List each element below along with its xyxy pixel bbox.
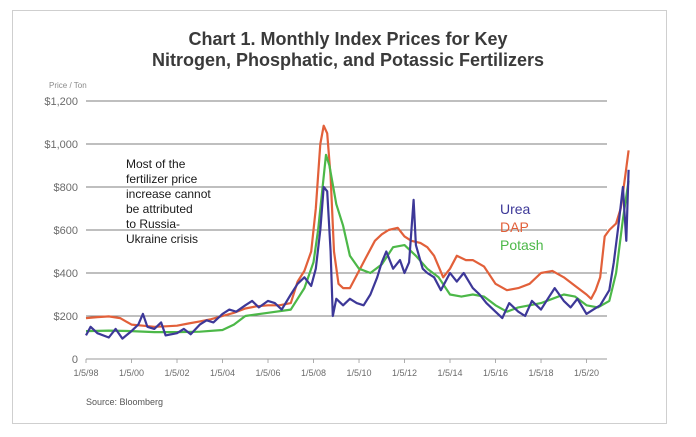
x-tick-label: 1/5/10 bbox=[346, 368, 371, 378]
legend-dap: DAP bbox=[500, 219, 529, 235]
y-tick-label: $1,200 bbox=[44, 96, 78, 108]
x-tick-label: 1/5/02 bbox=[164, 368, 189, 378]
annotation-line-6: Ukraine crisis bbox=[126, 232, 198, 246]
x-tick-label: 1/5/98 bbox=[73, 368, 98, 378]
x-tick-label: 1/5/04 bbox=[210, 368, 235, 378]
y-axis-label: Price / Ton bbox=[49, 81, 87, 90]
x-tick-label: 1/5/20 bbox=[574, 368, 599, 378]
legend: Urea DAP Potash bbox=[500, 201, 544, 253]
legend-potash: Potash bbox=[500, 237, 544, 253]
x-tick-label: 1/5/12 bbox=[392, 368, 417, 378]
annotation-line-3: increase cannot bbox=[126, 187, 211, 201]
y-tick-label: $1,000 bbox=[44, 139, 78, 151]
y-tick-label: $200 bbox=[54, 311, 78, 323]
x-tick-label: 1/5/00 bbox=[119, 368, 144, 378]
chart-title-line-1: Chart 1. Monthly Index Prices for Key bbox=[188, 29, 507, 49]
annotation-text: Most of the fertilizer price increase ca… bbox=[126, 157, 211, 246]
annotation-line-5: to Russia- bbox=[126, 217, 180, 231]
x-axis-ticks: 1/5/98 1/5/00 1/5/02 1/5/04 1/5/06 1/5/08 1/5/… bbox=[73, 359, 599, 378]
grid-lines bbox=[86, 100, 607, 360]
series-lines bbox=[85, 124, 630, 340]
y-tick-label: $600 bbox=[54, 225, 78, 237]
x-tick-label: 1/5/06 bbox=[255, 368, 280, 378]
chart-title-line-2: Nitrogen, Phosphatic, and Potassic Ferti… bbox=[152, 50, 544, 70]
series-urea bbox=[85, 169, 630, 340]
y-tick-label: $800 bbox=[54, 182, 78, 194]
annotation-line-1: Most of the bbox=[126, 157, 186, 171]
legend-urea: Urea bbox=[500, 201, 531, 217]
source-note: Source: Bloomberg bbox=[86, 397, 163, 407]
y-axis-ticks: 0 $200 $400 $600 $800 $1,000 $1,200 bbox=[44, 96, 78, 366]
annotation-line-2: fertilizer price bbox=[126, 172, 198, 186]
x-tick-label: 1/5/08 bbox=[301, 368, 326, 378]
x-tick-label: 1/5/14 bbox=[438, 368, 463, 378]
x-tick-label: 1/5/16 bbox=[483, 368, 508, 378]
series-dap bbox=[85, 124, 630, 328]
y-tick-label: $400 bbox=[54, 268, 78, 280]
x-tick-label: 1/5/18 bbox=[529, 368, 554, 378]
y-tick-label: 0 bbox=[72, 354, 78, 366]
annotation-line-4: be attributed bbox=[126, 202, 193, 216]
